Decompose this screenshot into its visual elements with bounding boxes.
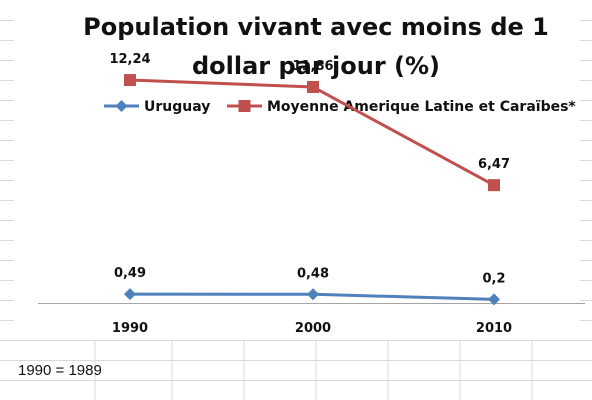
data-point-s1-1990: [124, 74, 136, 87]
legend-marker-0: [115, 100, 128, 112]
legend-label-1: Moyenne Amerique Latine et Caraïbes*: [267, 99, 576, 115]
plot-area: 1990 2000 2010 0,49 0,48 0,2 12,24 11,86 6,47: [38, 52, 585, 336]
data-point-s1-2010: [488, 179, 500, 192]
x-tick-label-1990: 1990: [112, 321, 148, 336]
data-label-s0-2000: 0,48: [297, 266, 329, 281]
legend-label-0: Uruguay: [144, 99, 210, 115]
data-label-s0-1990: 0,49: [114, 266, 146, 281]
x-tick-label-2000: 2000: [295, 321, 331, 336]
chart-title-line-2: dollar par jour (%): [192, 52, 440, 80]
data-point-s0-2010: [488, 293, 500, 306]
data-label-s1-2010: 6,47: [478, 157, 510, 172]
data-point-s1-2000: [307, 80, 319, 93]
x-tick-label-2010: 2010: [476, 321, 512, 336]
chart-area-background: [14, 0, 580, 340]
data-point-s0-2000: [307, 288, 319, 301]
data-label-s0-2010: 0,2: [482, 271, 505, 286]
data-point-s0-1990: [124, 288, 136, 301]
legend-marker-1: [238, 100, 251, 112]
footnote: 1990 = 1989: [18, 362, 102, 379]
data-label-s1-2000: 11,86: [292, 59, 333, 74]
chart-title-line-1: Population vivant avec moins de 1: [83, 13, 549, 41]
data-label-s1-1990: 12,24: [109, 52, 150, 67]
